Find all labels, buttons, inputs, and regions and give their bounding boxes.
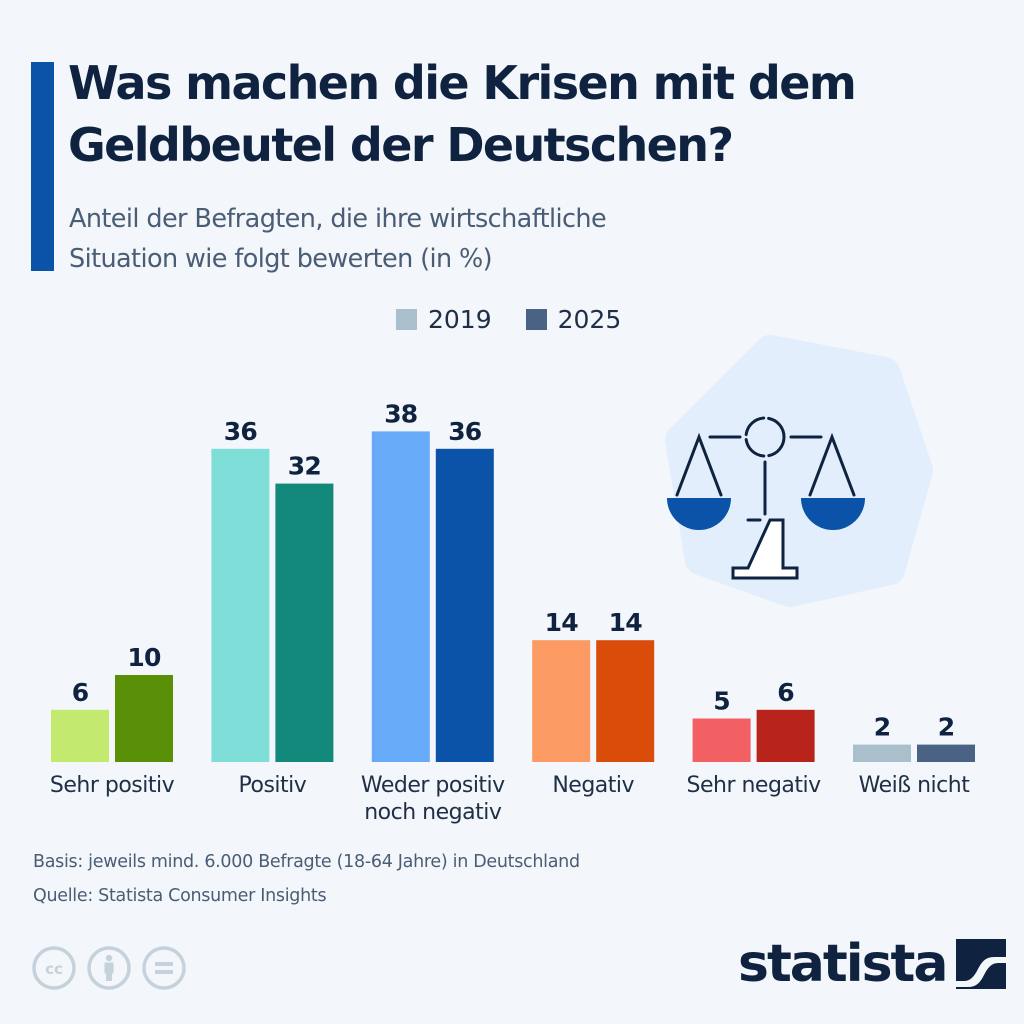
scale-left-strings — [675, 432, 723, 497]
bar-2025-2 — [435, 448, 494, 762]
bar-value-label: 38 — [384, 399, 417, 428]
legend-swatch-2019 — [396, 309, 417, 330]
statista-logo-mark-icon — [956, 939, 1007, 989]
bar-value-label: 36 — [448, 417, 482, 446]
category-label: Weder positiv — [361, 773, 505, 798]
category-label: Sehr positiv — [50, 773, 175, 798]
bar-2019-2 — [371, 431, 430, 762]
bar-2025-1 — [275, 483, 334, 762]
bar-2019-4 — [692, 718, 751, 762]
subtitle-line-1: Anteil der Befragten, die ihre wirtschaf… — [69, 204, 607, 234]
bar-value-label: 32 — [288, 452, 321, 481]
bar-value-label: 6 — [72, 678, 89, 707]
bar-2019-5 — [853, 744, 911, 762]
bar-2019-3 — [532, 640, 591, 762]
bar-value-label: 14 — [545, 608, 579, 637]
statista-logo-text: statista — [738, 934, 948, 994]
bar-2019-0 — [51, 709, 109, 762]
bar-2025-0 — [115, 675, 173, 762]
bar-2025-4 — [756, 709, 815, 762]
bar-value-label: 2 — [874, 713, 891, 742]
scale-left-pan — [667, 498, 731, 530]
legend-label-2019: 2019 — [428, 305, 492, 334]
category-label: Weiß nicht — [859, 773, 971, 798]
footnote-basis: Basis: jeweils mind. 6.000 Befragte (18-… — [33, 852, 580, 872]
category-label: Sehr negativ — [687, 773, 822, 798]
license-icons: cc — [31, 945, 196, 991]
scale-pivot-ring — [744, 416, 786, 458]
bar-value-label: 2 — [938, 713, 955, 742]
illustration-hexagon-background — [665, 335, 933, 607]
footnote-source: Quelle: Statista Consumer Insights — [33, 886, 327, 906]
scale-right-strings — [808, 432, 856, 497]
category-label: Negativ — [552, 773, 634, 798]
category-label: Positiv — [239, 773, 307, 798]
title-accent-bar — [31, 62, 54, 271]
chart-title: Was machen die Krisen mit dem Geldbeutel… — [68, 56, 857, 172]
scale-right-pan — [801, 498, 865, 530]
bar-value-label: 6 — [777, 678, 794, 707]
category-label: noch negativ — [364, 800, 502, 825]
bar-2019-1 — [211, 448, 270, 762]
svg-text:cc: cc — [45, 960, 63, 978]
statista-logo[interactable]: statista — [738, 934, 1007, 994]
bar-2025-3 — [596, 640, 655, 762]
bar-value-label: 14 — [609, 608, 643, 637]
no-derivatives-icon[interactable] — [141, 945, 187, 991]
legend-swatch-2025 — [525, 309, 547, 330]
chart-subtitle: Anteil der Befragten, die ihre wirtschaf… — [69, 199, 969, 279]
scale-base — [731, 518, 799, 580]
cc-icon[interactable]: cc — [31, 945, 77, 991]
attribution-icon[interactable] — [86, 945, 132, 991]
bar-2025-5 — [917, 744, 975, 762]
bar-value-label: 5 — [713, 687, 730, 716]
bar-value-label: 36 — [224, 417, 258, 446]
subtitle-line-2: Situation wie folgt bewerten (in %) — [69, 244, 493, 274]
bar-value-label: 10 — [127, 643, 161, 672]
balance-scale-icon — [675, 416, 856, 580]
legend: 2019 2025 — [396, 305, 655, 334]
legend-item-2025: 2025 — [525, 305, 622, 334]
legend-label-2025: 2025 — [557, 305, 622, 334]
legend-item-2019: 2019 — [396, 305, 492, 334]
